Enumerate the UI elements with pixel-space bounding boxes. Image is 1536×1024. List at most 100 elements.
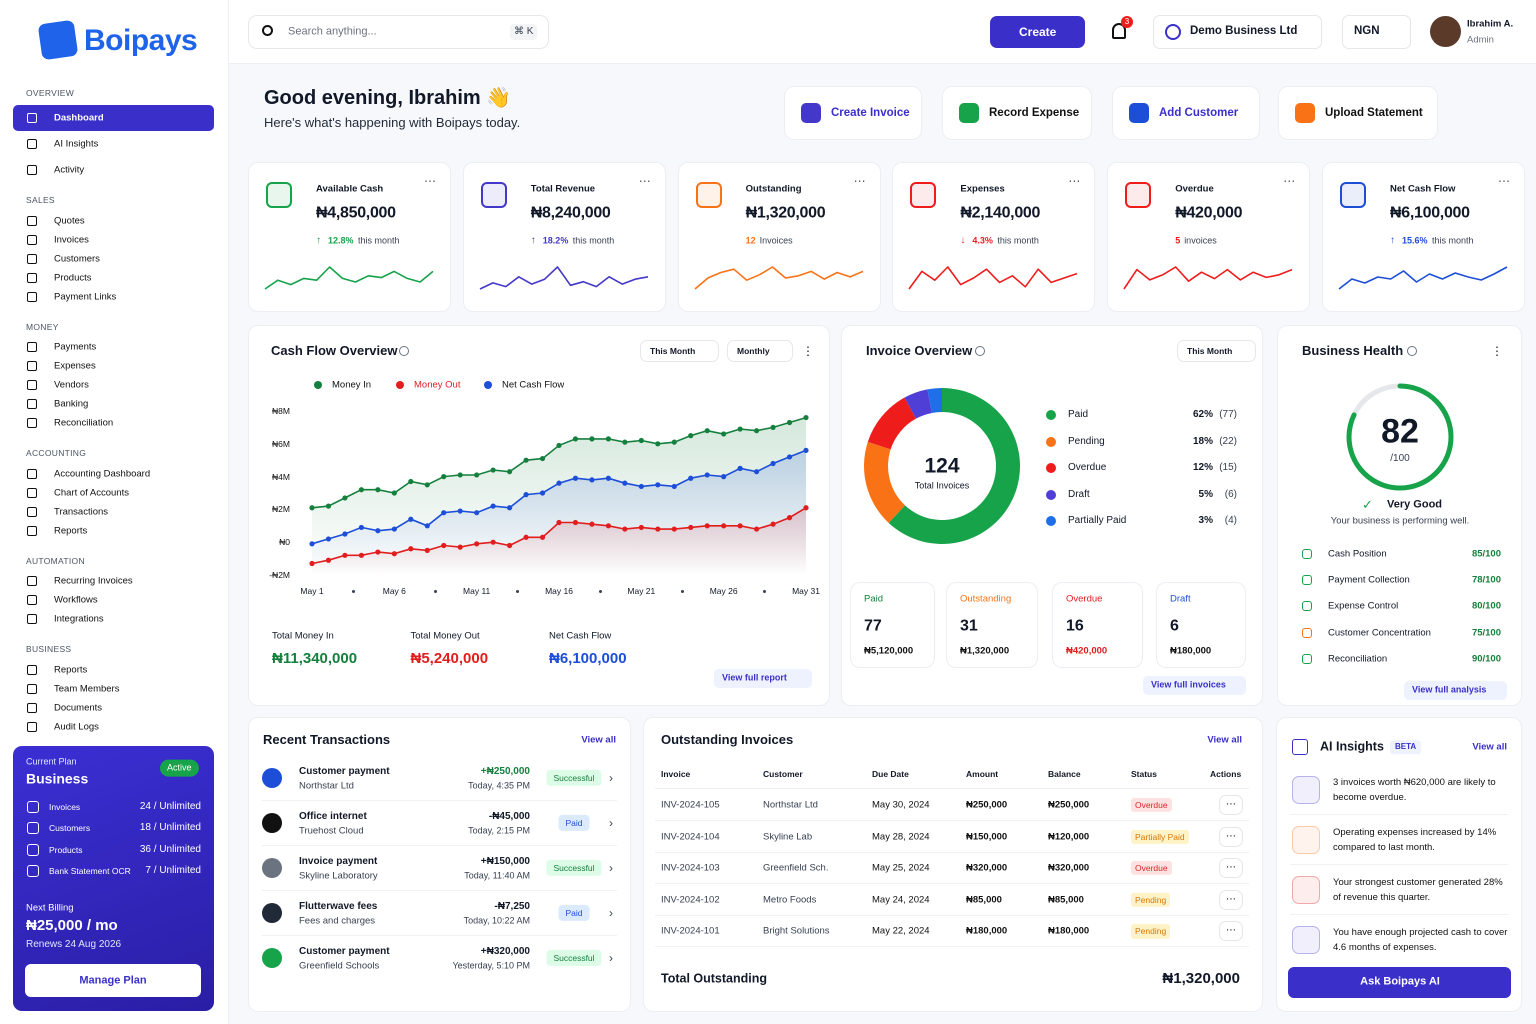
nav-item[interactable]: Transactions [54, 505, 109, 517]
cell-due: May 22, 2024 [872, 925, 930, 937]
nav-item[interactable]: Chart of Accounts [54, 486, 129, 498]
search-box[interactable] [248, 15, 549, 49]
nav-item[interactable]: Dashboard [54, 112, 104, 124]
column-header: Actions [1210, 768, 1242, 779]
health-item-score: 75/100 [1471, 626, 1501, 638]
insights-view-all[interactable]: View all [1472, 741, 1507, 753]
point [589, 477, 595, 483]
health-icon [1302, 601, 1312, 612]
actions-button[interactable] [1219, 889, 1243, 910]
row-divider [1290, 814, 1508, 815]
nav-item[interactable]: Team Members [54, 682, 120, 694]
transaction-amount: +₦150,000 [480, 856, 530, 867]
filter[interactable] [727, 340, 793, 362]
transaction-icon [262, 858, 282, 878]
transaction-amount: +₦250,000 [480, 766, 530, 777]
ask-ai-button[interactable] [1288, 967, 1511, 998]
nav-icon [27, 380, 37, 390]
transactions-view-all[interactable]: View all [581, 734, 616, 746]
legend-label: Draft [1068, 488, 1090, 500]
view-analysis[interactable] [1404, 681, 1507, 700]
x-dot [763, 590, 767, 593]
filter[interactable] [1177, 340, 1256, 362]
actions-button[interactable] [1219, 826, 1243, 847]
donut-segment [904, 389, 932, 419]
manage-plan-button[interactable] [25, 964, 201, 997]
usage-value: 7 / Unlimited [145, 864, 201, 876]
view-invoices[interactable] [1143, 676, 1246, 695]
invoices-view-all[interactable]: View all [1207, 734, 1242, 746]
filter[interactable] [640, 340, 719, 362]
donut [864, 388, 1021, 544]
usage-value: 36 / Unlimited [139, 843, 201, 855]
transactions-title: Recent Transactions [263, 732, 391, 748]
kpi-value: ₦1,320,000 [745, 204, 826, 222]
usage-name: Invoices [49, 801, 81, 812]
nav-item[interactable]: Banking [54, 398, 89, 410]
total-label: Total Money In [272, 630, 334, 642]
insight-icon [1292, 776, 1320, 804]
cell-due: May 30, 2024 [872, 799, 930, 811]
health-icon [1302, 575, 1312, 586]
avatar[interactable] [1430, 16, 1461, 47]
point [375, 549, 381, 555]
nav-item[interactable]: Payment Links [54, 290, 117, 302]
actions-button[interactable] [1219, 921, 1243, 942]
plan-price: ₦25,000 / mo [26, 917, 118, 934]
point [688, 433, 694, 439]
create-label: Create [1019, 24, 1057, 39]
point [770, 424, 776, 430]
total-label: Net Cash Flow [549, 630, 612, 642]
nav-item[interactable]: Reports [54, 524, 88, 536]
total-value: ₦5,240,000 [410, 650, 489, 667]
x-tick-label: May 31 [792, 585, 820, 596]
cell-amount: ₦250,000 [966, 799, 1008, 811]
actions-button[interactable] [1219, 858, 1243, 879]
cell-invoice: INV-2024-101 [661, 925, 720, 937]
nav-item[interactable]: Products [54, 271, 92, 283]
create-button[interactable] [990, 16, 1085, 48]
transaction-status: Paid [558, 904, 590, 922]
kpi-note: this month [572, 235, 615, 246]
transaction-amount: -₦7,250 [494, 901, 530, 912]
kpi-label: Expenses [960, 183, 1005, 195]
nav-item[interactable]: Workflows [54, 594, 98, 606]
nav-item[interactable]: Quotes [54, 214, 85, 226]
nav-item[interactable]: Invoices [54, 233, 89, 245]
cell-balance: ₦250,000 [1048, 799, 1090, 811]
nav-item[interactable]: Documents [54, 701, 103, 713]
bell[interactable] [1112, 23, 1126, 39]
row-divider [262, 935, 617, 936]
nav-item[interactable]: Activity [54, 164, 85, 176]
transaction-status: Successful [546, 949, 602, 967]
cell-due: May 28, 2024 [872, 830, 930, 842]
nav-item[interactable]: Reports [54, 663, 88, 675]
point [671, 526, 677, 532]
nav-item[interactable]: AI Insights [54, 138, 99, 150]
total-value: ₦6,100,000 [549, 650, 627, 667]
nav-item[interactable]: Reconciliation [54, 417, 114, 429]
nav-item[interactable]: Vendors [54, 379, 89, 391]
actions-button[interactable] [1219, 795, 1243, 815]
health-max: /100 [1390, 453, 1410, 464]
segment-percent: 18% [1192, 435, 1213, 447]
kpi-icon [910, 182, 937, 208]
nav-icon [27, 234, 37, 245]
nav-item[interactable]: Recurring Invoices [54, 575, 133, 587]
row-divider [1290, 914, 1508, 915]
nav-item[interactable]: Expenses [54, 360, 96, 372]
y-tick-label: ₦4M [272, 471, 290, 482]
point [737, 523, 743, 529]
transaction-icon [262, 948, 282, 968]
view-report[interactable] [714, 669, 812, 688]
point [770, 460, 776, 467]
currency-selector[interactable] [1342, 15, 1411, 49]
nav-item[interactable]: Accounting Dashboard [54, 467, 151, 479]
nav-item[interactable]: Audit Logs [54, 720, 99, 732]
nav-item[interactable]: Payments [54, 341, 97, 353]
business-selector[interactable] [1153, 15, 1322, 49]
x-dot [434, 590, 437, 593]
nav-item[interactable]: Integrations [54, 613, 104, 625]
nav-item[interactable]: Customers [54, 252, 100, 264]
nav-section: BUSINESS [26, 643, 72, 654]
